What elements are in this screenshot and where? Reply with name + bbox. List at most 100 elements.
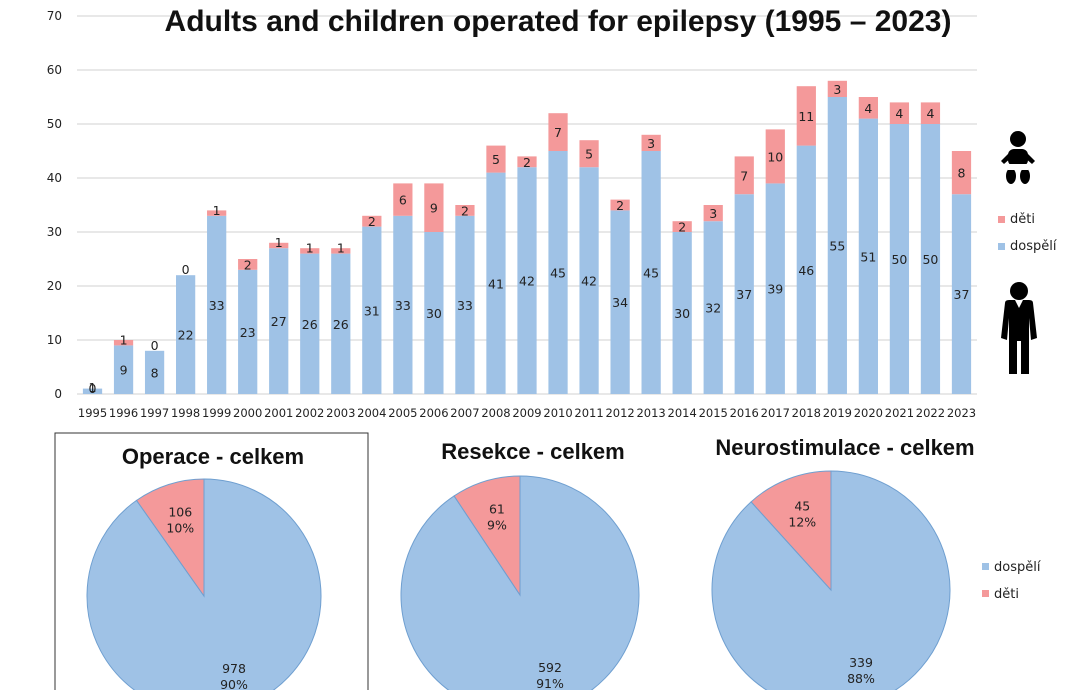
bar-children <box>765 129 785 184</box>
bar-children <box>362 215 382 227</box>
bar-children <box>579 140 599 168</box>
bar-children-value: 1 <box>213 203 221 218</box>
bar-children <box>455 205 475 216</box>
bar-children-value: 1 <box>337 241 345 256</box>
bar-adults-value: 23 <box>240 325 256 340</box>
bar-adults-value: 34 <box>612 295 628 310</box>
pie-adults-value: 592 <box>538 660 562 675</box>
bar-children <box>951 151 972 195</box>
x-tick-label: 2006 <box>419 406 448 420</box>
bar-children-value: 3 <box>709 206 717 221</box>
bar-adults <box>82 388 103 394</box>
bar-adults <box>455 215 475 394</box>
x-tick-label: 1997 <box>140 406 169 420</box>
x-tick-label: 1999 <box>202 406 231 420</box>
bar-children-value: 2 <box>678 220 686 235</box>
pie-operace-title: Operace - celkem <box>122 444 304 469</box>
x-tick-label: 2015 <box>699 406 728 420</box>
bar-adults <box>703 221 723 394</box>
bar-children-value: 5 <box>492 152 500 167</box>
x-tick-label: 2019 <box>823 406 852 420</box>
y-tick-label: 10 <box>47 333 62 347</box>
bar-children <box>113 340 134 346</box>
bar-children-value: 2 <box>368 214 376 229</box>
y-tick-label: 40 <box>47 171 62 185</box>
bar-adults-value: 51 <box>860 249 876 264</box>
bar-children-value: 2 <box>616 198 624 213</box>
bar-children-value: 4 <box>926 106 934 121</box>
bar-adults-value: 33 <box>395 298 411 313</box>
bar-children <box>424 183 444 232</box>
bar-children <box>300 248 320 254</box>
bar-children-value: 8 <box>958 166 966 181</box>
bar-adults-value: 1 <box>89 380 97 395</box>
bar-children-value: 1 <box>306 241 314 256</box>
bar-adults <box>610 210 630 394</box>
bar-adults <box>796 145 816 394</box>
bar-adults <box>113 345 134 394</box>
bar-children-value: 7 <box>740 168 748 183</box>
bar-children <box>920 102 941 124</box>
bar-adults <box>765 183 785 394</box>
bar-children-value: 6 <box>399 193 407 208</box>
x-tick-label: 2016 <box>730 406 759 420</box>
bar-adults-value: 45 <box>643 266 659 281</box>
bar-children <box>238 259 258 270</box>
y-tick-label: 0 <box>54 387 62 401</box>
pie-children-percent: 9% <box>487 518 507 533</box>
x-tick-label: 2002 <box>295 406 324 420</box>
y-tick-label: 30 <box>47 225 62 239</box>
bar-adults <box>920 124 941 394</box>
legend-swatch <box>998 216 1005 223</box>
bar-adults <box>579 167 599 394</box>
bar-adults <box>238 269 258 394</box>
pie-adults-percent: 90% <box>220 677 248 690</box>
bar-adults <box>176 275 196 394</box>
bar-adults-value: 22 <box>178 328 194 343</box>
bar-children <box>796 86 816 146</box>
bar-adults-value: 33 <box>457 298 473 313</box>
x-tick-label: 1995 <box>78 406 107 420</box>
adult-person-icon <box>1001 282 1037 374</box>
bar-series: 1091802203312322712612613123363093324154… <box>82 80 972 396</box>
bar-chart-title: Adults and children operated for epileps… <box>165 5 952 38</box>
bar-adults-value: 37 <box>736 287 752 302</box>
pie-legend-label: dospělí <box>994 560 1041 575</box>
pie-legend-label: děti <box>994 587 1019 602</box>
bar-children <box>889 102 910 124</box>
bar-adults <box>641 151 661 394</box>
bar-adults-value: 27 <box>271 314 287 329</box>
bar-children-value: 0 <box>151 338 159 353</box>
bar-adults <box>300 253 320 394</box>
bar-adults <box>144 350 165 394</box>
x-tick-label: 2007 <box>450 406 479 420</box>
x-tick-label: 2010 <box>543 406 572 420</box>
bar-adults <box>331 253 351 394</box>
bar-adults <box>672 232 692 394</box>
pie-slice-children <box>453 475 521 597</box>
bar-children-value: 0 <box>89 381 97 396</box>
bar-adults <box>207 215 227 394</box>
bar-adults-value: 30 <box>674 306 690 321</box>
bar-adults-value: 46 <box>798 263 814 278</box>
pie-slice-adults <box>86 478 322 690</box>
x-tick-label: 2011 <box>574 406 603 420</box>
bar-adults <box>517 167 537 394</box>
pie-adults-value: 339 <box>849 655 873 670</box>
bar-adults <box>951 194 972 394</box>
bar-adults <box>486 172 506 394</box>
pie-slice-adults <box>400 475 640 690</box>
pie-resekce-title: Resekce - celkem <box>441 439 624 464</box>
bar-children-value: 3 <box>833 82 841 97</box>
bar-adults-value: 50 <box>891 252 907 267</box>
pie-children-value: 45 <box>794 499 810 514</box>
bar-children-value: 2 <box>244 257 252 272</box>
pie-slice-children <box>135 478 205 598</box>
bar-adults <box>827 97 847 394</box>
pie-children-value: 106 <box>168 504 192 519</box>
bar-children <box>858 97 878 119</box>
bar-x-axis: 1995 1996 1997 1998 1999 2000 2001 2002 2003 2004… <box>78 406 976 420</box>
x-tick-label: 2023 <box>947 406 976 420</box>
